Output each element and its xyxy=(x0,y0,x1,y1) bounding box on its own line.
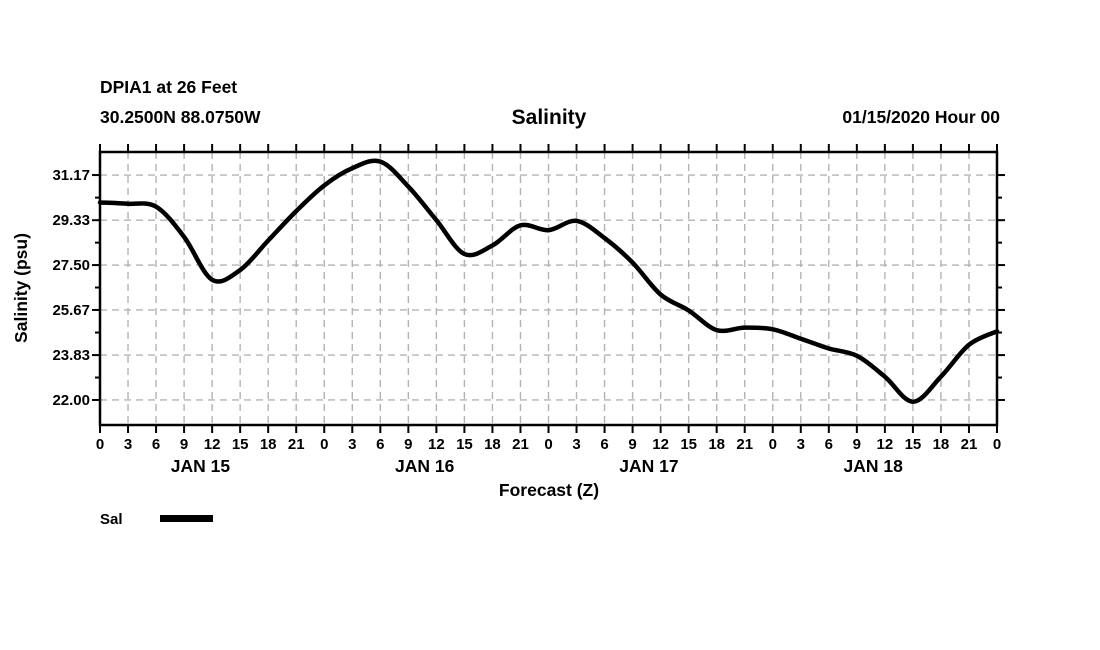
y-tick-label: 27.50 xyxy=(52,257,90,274)
hour-tick-label: 12 xyxy=(877,436,894,453)
hour-tick-label: 3 xyxy=(797,436,805,453)
hour-tick-label: 3 xyxy=(348,436,356,453)
x-tick-labels: 0 3 6 9 12 15 18 21 0 3 6 9 12 15 18 21 0 3 6 9 12 15 18 21 0 3 6 9… xyxy=(96,436,1001,453)
hour-tick-label: 6 xyxy=(376,436,384,453)
day-label: JAN 15 xyxy=(171,456,231,476)
day-label: JAN 16 xyxy=(395,456,455,476)
y-tick-label: 22.00 xyxy=(52,392,90,409)
hour-tick-label: 6 xyxy=(152,436,160,453)
x-axis-title: Forecast (Z) xyxy=(499,480,599,500)
station-coords-label: 30.2500N 88.0750W xyxy=(100,107,261,127)
hour-tick-label: 6 xyxy=(825,436,833,453)
day-label: JAN 17 xyxy=(619,456,678,476)
hour-tick-label: 12 xyxy=(652,436,669,453)
day-labels: JAN 15 JAN 16 JAN 17 JAN 18 xyxy=(171,456,903,476)
hour-tick-label: 15 xyxy=(456,436,473,453)
salinity-curve xyxy=(97,158,1000,404)
hour-tick-label: 9 xyxy=(180,436,188,453)
hour-tick-label: 9 xyxy=(628,436,636,453)
y-tick-label: 31.17 xyxy=(52,167,90,184)
hour-tick-label: 0 xyxy=(544,436,552,453)
data-series xyxy=(97,158,1000,404)
hour-tick-label: 18 xyxy=(933,436,950,453)
y-tick-label: 23.83 xyxy=(52,347,90,364)
station-name-label: DPIA1 at 26 Feet xyxy=(100,77,237,97)
hour-tick-label: 21 xyxy=(736,436,753,453)
hour-tick-label: 15 xyxy=(680,436,697,453)
hour-tick-label: 15 xyxy=(905,436,922,453)
hour-tick-label: 21 xyxy=(961,436,978,453)
run-datetime-label: 01/15/2020 Hour 00 xyxy=(842,107,1000,127)
hour-tick-label: 15 xyxy=(232,436,249,453)
hour-tick-label: 9 xyxy=(404,436,412,453)
hour-tick-label: 9 xyxy=(853,436,861,453)
y-tick-label: 25.67 xyxy=(52,302,90,319)
axis-ticks xyxy=(92,144,1005,433)
y-axis-title: Salinity (psu) xyxy=(11,233,31,343)
hour-tick-label: 21 xyxy=(512,436,529,453)
hour-tick-label: 18 xyxy=(708,436,725,453)
legend-line-swatch xyxy=(160,515,213,522)
y-tick-labels: 22.00 23.83 25.67 27.50 29.33 31.17 xyxy=(52,167,90,409)
legend-series-label: Sal xyxy=(100,511,123,528)
gridlines xyxy=(100,152,997,425)
hour-tick-label: 0 xyxy=(96,436,104,453)
hour-tick-label: 0 xyxy=(769,436,777,453)
chart-title: Salinity xyxy=(512,106,587,129)
hour-tick-label: 0 xyxy=(320,436,328,453)
y-tick-label: 29.33 xyxy=(52,212,90,229)
hour-tick-label: 12 xyxy=(204,436,221,453)
hour-tick-label: 3 xyxy=(572,436,580,453)
hour-tick-label: 12 xyxy=(428,436,445,453)
hour-tick-label: 18 xyxy=(484,436,501,453)
hour-tick-label: 6 xyxy=(600,436,608,453)
legend: Sal xyxy=(100,511,213,528)
hour-tick-label: 0 xyxy=(993,436,1001,453)
hour-tick-label: 18 xyxy=(260,436,277,453)
hour-tick-label: 21 xyxy=(288,436,305,453)
day-label: JAN 18 xyxy=(844,456,904,476)
hour-tick-label: 3 xyxy=(124,436,132,453)
